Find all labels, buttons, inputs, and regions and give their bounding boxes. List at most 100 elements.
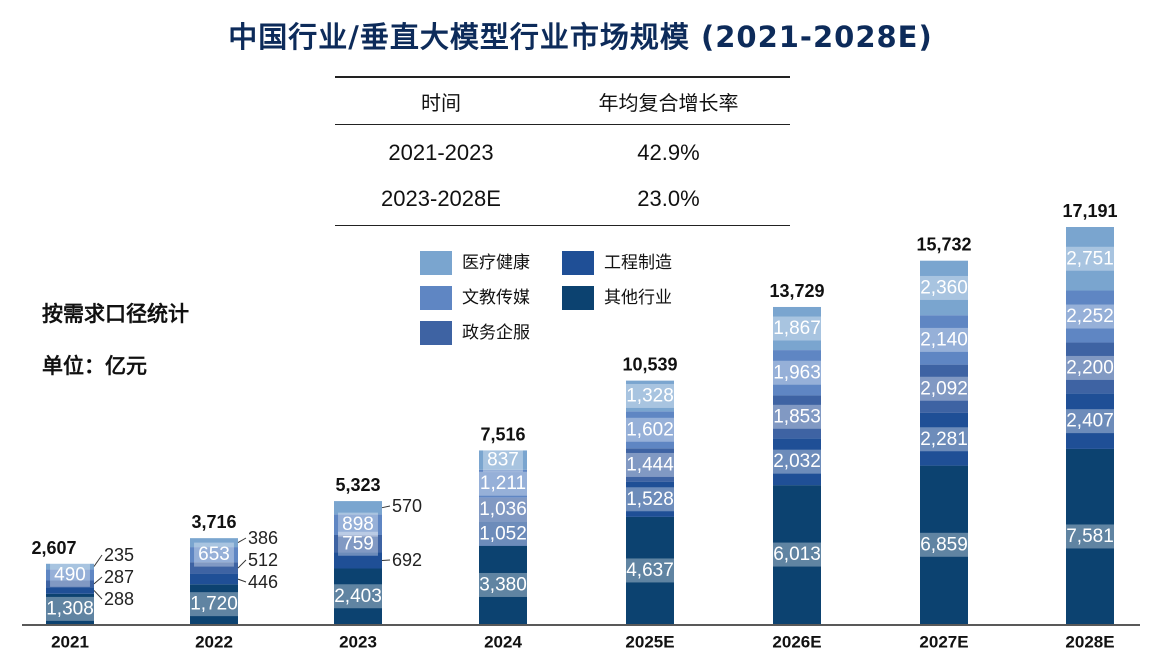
seg-label-2026E-4-bg (766, 316, 828, 341)
x-tick-label-2024: 2024 (484, 633, 522, 652)
seg-label-2022-0: 1,720 (190, 594, 238, 615)
bar-2026E-series-4 (773, 306, 821, 351)
seg-label-2022-3-bg (194, 542, 234, 567)
x-tick-label-2025E: 2025E (625, 633, 674, 652)
bar-2028E-series-4 (1066, 227, 1114, 291)
bar-2025E-series-0 (626, 516, 674, 624)
seg-label-2024-3-bg (472, 471, 534, 496)
total-label-2027E: 15,732 (916, 235, 971, 255)
bar-2025E-series-1 (626, 481, 674, 517)
seg-label-2026E-2-bg (766, 404, 828, 429)
bar-2024-series-2 (479, 497, 527, 522)
callout-label-2022-4: 386 (248, 528, 278, 548)
table-cell-cagr-1: 42.9% (637, 140, 700, 165)
seg-label-2027E-1: 2,281 (920, 429, 968, 450)
seg-label-2023-3-bg (338, 512, 378, 537)
bar-2027E-series-3 (920, 315, 968, 365)
seg-label-2022-3: 653 (198, 544, 230, 565)
seg-label-2024-3: 1,211 (480, 473, 526, 494)
seg-label-2027E-2: 2,092 (920, 378, 968, 399)
seg-label-2028E-1-bg (1059, 409, 1121, 434)
seg-label-2028E-3: 2,252 (1066, 306, 1114, 327)
seg-label-2026E-1: 2,032 (773, 451, 821, 472)
legend-label-government-enterprise: 政务企服 (462, 323, 530, 343)
bar-2025E-series-2 (626, 448, 674, 482)
callout-label-2022-1: 446 (248, 572, 278, 592)
bar-2028E-series-3 (1066, 290, 1114, 343)
seg-label-2025E-0-bg (619, 558, 681, 583)
bar-2023-series-1 (334, 552, 382, 569)
callout-label-2021-1: 288 (104, 589, 134, 609)
seg-label-2025E-4-bg (619, 383, 681, 408)
bar-2027E-series-0 (920, 465, 968, 624)
bar-2022-series-0 (190, 584, 238, 624)
seg-label-2028E-1: 2,407 (1066, 411, 1114, 432)
table-header-rule (335, 124, 790, 125)
x-tick-label-2021: 2021 (51, 633, 89, 652)
table-top-rule (335, 76, 790, 78)
leader-line-2023-4 (381, 505, 391, 509)
callout-label-2023-4: 570 (392, 496, 422, 516)
seg-label-2028E-2: 2,200 (1066, 357, 1114, 378)
bar-2023-series-0 (334, 568, 382, 624)
legend-swatch-manufacturing (562, 251, 594, 275)
table-cell-cagr-2: 23.0% (637, 186, 700, 211)
leader-line-2022-1 (237, 578, 247, 583)
seg-label-2025E-4: 1,328 (626, 385, 674, 406)
seg-label-2025E-3: 1,602 (626, 419, 674, 440)
bar-2028E-series-1 (1066, 393, 1114, 449)
table-header-period: 时间 (421, 91, 461, 115)
bar-2023-series-3 (334, 514, 382, 535)
seg-label-2023-2-bg (338, 531, 378, 556)
seg-label-2021-0-bg (39, 596, 101, 621)
x-tick-label-2027E: 2027E (919, 633, 968, 652)
seg-label-2027E-0: 6,859 (920, 534, 968, 555)
seg-label-2027E-1-bg (913, 427, 975, 452)
leader-line-2021-1 (93, 590, 103, 600)
table-bottom-rule (335, 225, 790, 226)
seg-label-2023-2: 759 (342, 533, 374, 554)
bar-2026E-series-2 (773, 395, 821, 439)
seg-label-2025E-2: 1,444 (626, 454, 674, 475)
seg-label-2026E-0: 6,013 (773, 544, 821, 565)
callout-label-2021-2: 287 (104, 567, 134, 587)
callout-label-2021-4: 235 (104, 545, 134, 565)
seg-label-2027E-3: 2,140 (920, 329, 968, 350)
leader-line-2022-2 (237, 559, 247, 569)
seg-label-2025E-3-bg (619, 417, 681, 442)
legend-swatch-education-media (420, 286, 452, 310)
seg-label-2024-1: 1,052 (479, 523, 527, 544)
seg-label-2026E-3: 1,963 (773, 362, 821, 383)
bar-2021-series-2 (46, 580, 94, 588)
seg-label-2027E-4: 2,360 (920, 277, 968, 298)
bar-2026E-series-3 (773, 350, 821, 396)
seg-label-2027E-0-bg (913, 532, 975, 557)
seg-label-2023-0-bg (327, 584, 389, 609)
seg-label-2028E-2-bg (1059, 355, 1121, 380)
seg-label-2027E-3-bg (913, 327, 975, 352)
total-label-2026E: 13,729 (769, 281, 824, 301)
total-label-2023: 5,323 (335, 475, 380, 495)
bar-2023-series-4 (334, 501, 382, 515)
bar-2022-series-1 (190, 573, 238, 585)
seg-label-2027E-4-bg (913, 275, 975, 300)
legend-swatch-government-enterprise (420, 321, 452, 345)
legend-label-education-media: 文教传媒 (462, 288, 530, 308)
seg-label-2021-3: 490 (54, 564, 86, 585)
bar-2021-series-4 (46, 563, 94, 570)
bar-2027E-series-4 (920, 260, 968, 316)
bar-2026E-series-1 (773, 438, 821, 486)
bar-2027E-series-2 (920, 364, 968, 413)
bar-2024-series-1 (479, 521, 527, 546)
seg-label-2028E-4: 2,751 (1066, 248, 1114, 269)
seg-label-2024-1-bg (472, 521, 534, 546)
leader-line-2021-4 (93, 554, 103, 567)
legend-swatch-other-industries (562, 286, 594, 310)
legend-label-other-industries: 其他行业 (604, 288, 672, 308)
legend-label-manufacturing: 工程制造 (604, 253, 672, 273)
bar-2022-series-2 (190, 562, 238, 574)
bar-2024-series-0 (479, 545, 527, 624)
total-label-2021: 2,607 (31, 538, 76, 558)
bar-2023-series-2 (334, 534, 382, 553)
